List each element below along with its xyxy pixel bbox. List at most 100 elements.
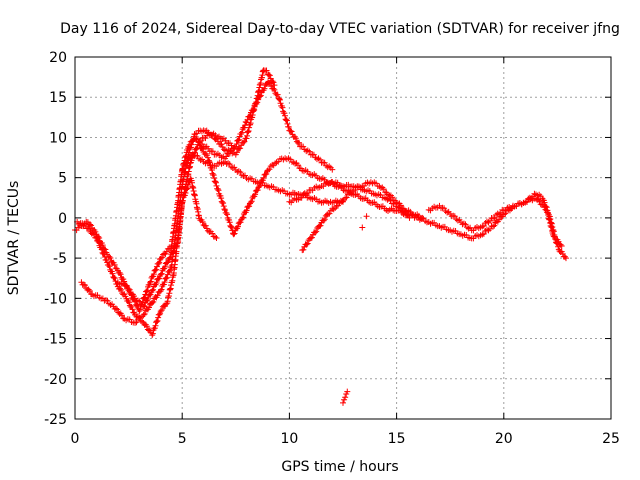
data-point: [189, 138, 196, 145]
data-point: [152, 322, 159, 329]
data-point: [117, 271, 124, 278]
data-point: [158, 286, 165, 293]
data-point: [87, 221, 94, 228]
data-point: [206, 157, 213, 164]
data-point: [562, 255, 569, 262]
data-point: [228, 142, 235, 149]
data-point: [393, 199, 400, 206]
data-point: [480, 230, 487, 237]
data-point: [237, 219, 244, 226]
data-point: [290, 159, 297, 166]
data-point: [95, 239, 102, 246]
chart-title: Day 116 of 2024, Sidereal Day-to-day VTE…: [60, 21, 620, 37]
data-point: [485, 227, 492, 234]
series-trace-c: [74, 130, 235, 339]
data-point: [143, 288, 150, 295]
data-point: [91, 231, 98, 238]
data-point: [114, 306, 121, 313]
data-point: [252, 100, 259, 107]
data-point: [218, 141, 225, 148]
data-point: [158, 270, 165, 277]
data-point: [150, 298, 157, 305]
data-point: [161, 279, 168, 286]
data-point: [174, 240, 181, 247]
data-point: [186, 145, 193, 152]
data-point: [227, 222, 234, 229]
data-point: [275, 95, 282, 102]
data-point: [329, 166, 336, 173]
data-point: [222, 207, 229, 214]
data-point: [283, 117, 290, 124]
data-point: [241, 172, 248, 179]
y-tick-label: -15: [44, 332, 67, 348]
data-point: [153, 266, 160, 273]
data-point: [442, 208, 449, 215]
data-point: [167, 254, 174, 261]
data-point: [136, 314, 143, 321]
data-point: [543, 204, 550, 211]
data-point: [156, 275, 163, 282]
data-point: [300, 143, 307, 150]
data-point: [359, 224, 366, 231]
data-point: [85, 225, 92, 232]
data-point: [321, 159, 328, 166]
data-point: [397, 202, 404, 209]
data-point: [213, 182, 220, 189]
data-point: [190, 137, 197, 144]
data-point: [106, 263, 113, 270]
data-point: [308, 234, 315, 241]
data-point: [183, 185, 190, 192]
data-point: [240, 214, 247, 221]
data-point: [226, 219, 233, 226]
data-point: [269, 78, 276, 85]
data-point: [199, 218, 206, 225]
data-point: [541, 199, 548, 206]
series-trace-e: [179, 150, 346, 206]
data-point: [276, 96, 283, 103]
data-point: [270, 79, 277, 86]
data-point: [271, 82, 278, 89]
y-tick-label: 20: [49, 50, 67, 66]
data-point: [166, 267, 173, 274]
data-point: [212, 179, 219, 186]
data-point: [105, 262, 112, 269]
data-point: [196, 155, 203, 162]
data-point: [545, 210, 552, 217]
data-point: [342, 394, 349, 401]
data-point: [136, 307, 143, 314]
data-point: [183, 186, 190, 193]
data-point: [209, 148, 216, 155]
data-point: [80, 281, 87, 288]
data-point: [141, 294, 148, 301]
data-point: [188, 141, 195, 148]
data-point: [315, 155, 322, 162]
data-point: [385, 191, 392, 198]
data-point: [240, 139, 247, 146]
data-point: [184, 159, 191, 166]
data-point: [272, 160, 279, 167]
data-point: [166, 255, 173, 262]
y-tick-label: 5: [58, 171, 67, 187]
data-layer: [72, 67, 569, 406]
data-point: [116, 269, 123, 276]
data-point: [155, 260, 162, 267]
data-point: [101, 251, 108, 258]
data-point: [260, 175, 267, 182]
data-point: [198, 145, 205, 152]
data-point: [303, 241, 310, 248]
data-point: [98, 246, 105, 253]
data-point: [274, 91, 281, 98]
data-point: [238, 131, 245, 138]
data-point: [141, 310, 148, 317]
data-point: [339, 198, 346, 205]
data-point: [249, 111, 256, 118]
data-point: [220, 200, 227, 207]
data-point: [126, 286, 133, 293]
data-point: [316, 223, 323, 230]
data-point: [261, 85, 268, 92]
data-point: [244, 132, 251, 139]
y-tick-label: -25: [44, 412, 67, 428]
data-point: [485, 219, 492, 226]
data-point: [304, 147, 311, 154]
data-point: [251, 106, 258, 113]
